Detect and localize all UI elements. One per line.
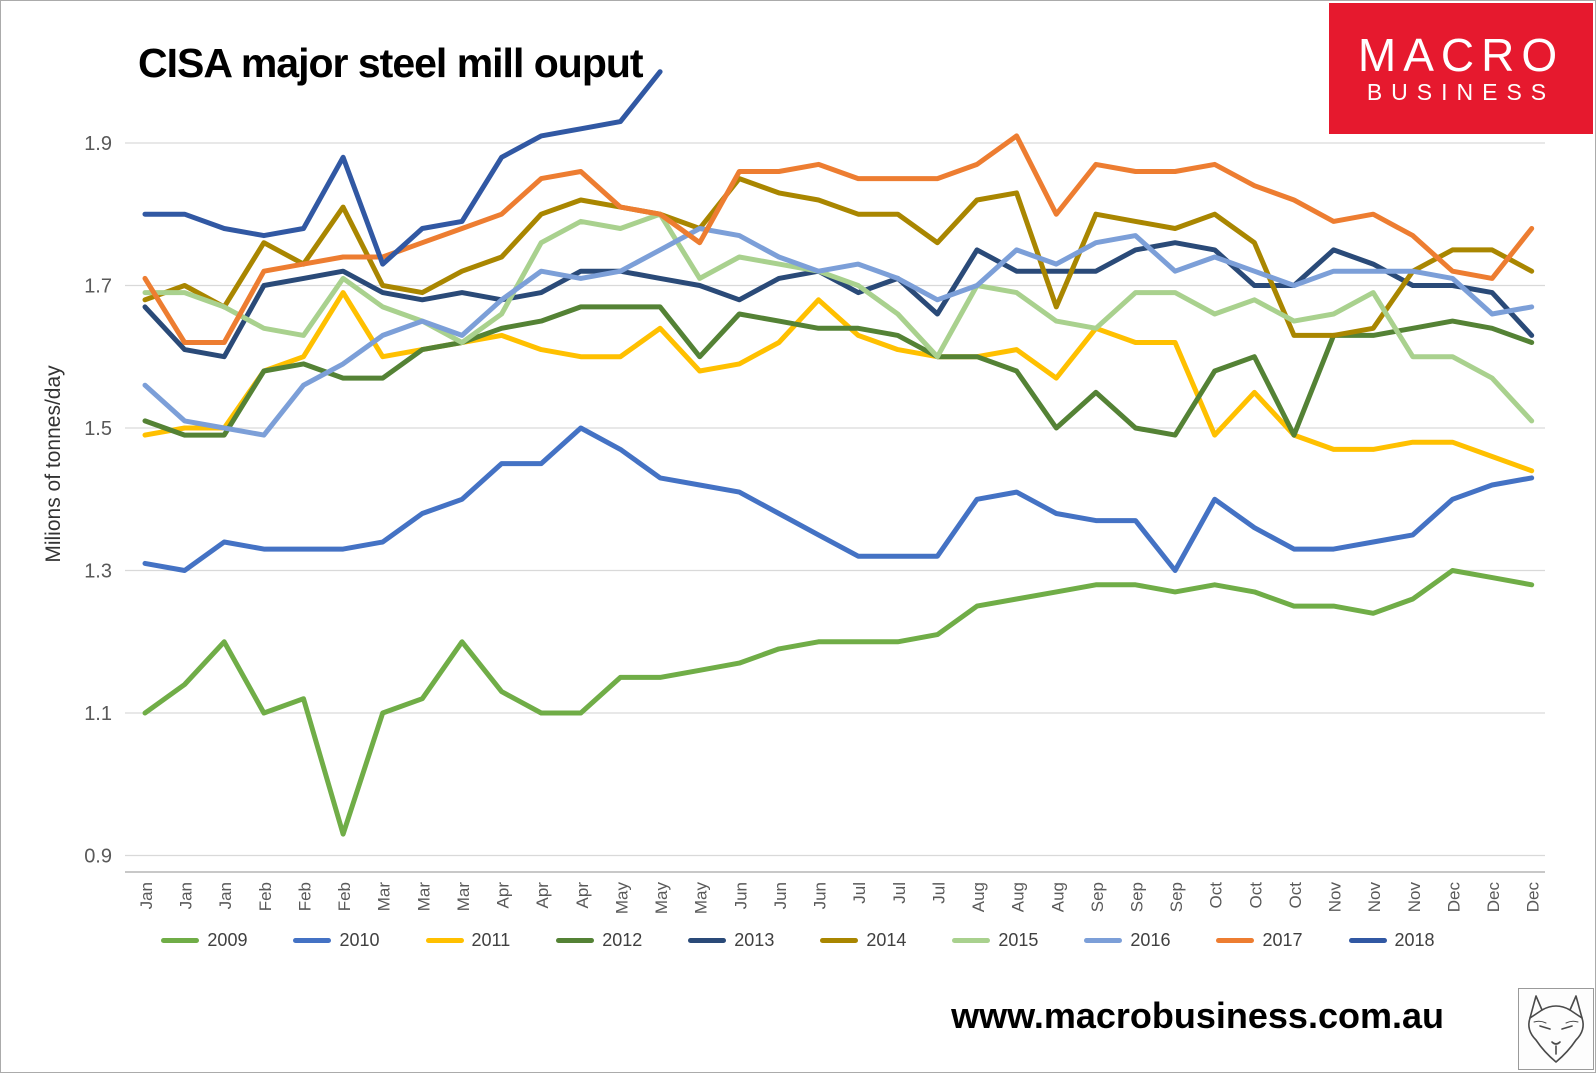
legend-swatch-2013 bbox=[688, 938, 727, 943]
footer-url: www.macrobusiness.com.au bbox=[951, 995, 1444, 1036]
legend-label: 2018 bbox=[1394, 930, 1435, 950]
legend-label: 2016 bbox=[1130, 930, 1171, 950]
legend-item-2010: 2010 bbox=[293, 930, 380, 951]
wolf-logo bbox=[1518, 988, 1594, 1070]
chart-legend: 2009 2010 2011 2012 2013 2014 2015 2016 2017 2018 bbox=[0, 930, 1596, 951]
legend-label: 2012 bbox=[602, 930, 643, 950]
legend-item-2015: 2015 bbox=[952, 930, 1038, 951]
wolf-icon bbox=[1528, 995, 1584, 1063]
legend-swatch-2012 bbox=[556, 938, 595, 943]
legend-label: 2013 bbox=[734, 930, 775, 950]
legend-item-2018: 2018 bbox=[1348, 930, 1435, 951]
legend-item-2012: 2012 bbox=[556, 930, 642, 951]
legend-swatch-2018 bbox=[1348, 938, 1387, 943]
legend-item-2014: 2014 bbox=[820, 930, 906, 951]
legend-swatch-2015 bbox=[952, 938, 991, 943]
legend-item-2009: 2009 bbox=[161, 930, 247, 951]
macrobusiness-logo: MACRO BUSINESS bbox=[1329, 3, 1593, 134]
legend-label: 2011 bbox=[471, 930, 511, 950]
y-axis-title: Milions of tonnes/day bbox=[42, 365, 65, 563]
logo-line2: BUSINESS bbox=[1366, 79, 1556, 106]
legend-label: 2009 bbox=[207, 930, 248, 950]
legend-swatch-2009 bbox=[161, 938, 200, 943]
legend-item-2013: 2013 bbox=[688, 930, 774, 951]
legend-swatch-2014 bbox=[820, 938, 859, 943]
legend-label: 2014 bbox=[866, 930, 907, 950]
legend-item-2017: 2017 bbox=[1216, 930, 1303, 951]
legend-swatch-2011 bbox=[425, 938, 464, 943]
chart-title: CISA major steel mill ouput bbox=[138, 40, 644, 86]
legend-swatch-2017 bbox=[1216, 938, 1255, 943]
legend-swatch-2016 bbox=[1084, 938, 1123, 943]
logo-line1: MACRO bbox=[1357, 28, 1565, 81]
legend-label: 2010 bbox=[339, 930, 380, 950]
legend-label: 2015 bbox=[998, 930, 1039, 950]
legend-item-2016: 2016 bbox=[1084, 930, 1170, 951]
legend-label: 2017 bbox=[1262, 930, 1303, 950]
legend-swatch-2010 bbox=[293, 938, 332, 943]
legend-item-2011: 2011 bbox=[425, 930, 511, 951]
